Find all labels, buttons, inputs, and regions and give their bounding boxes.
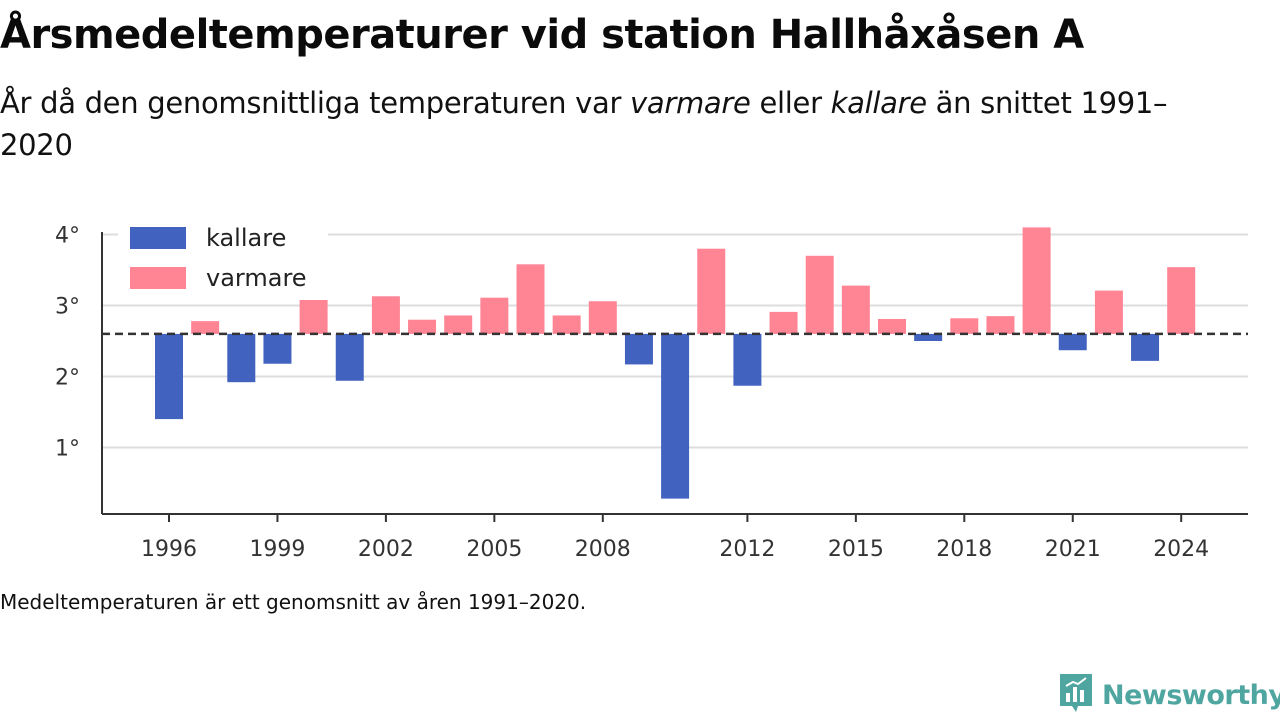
chart-axes: 1° 2° 3° 4° 1996 1999 2002 2005 2008 2012 2015 2018… bbox=[55, 224, 1248, 562]
bar-2018 bbox=[950, 318, 979, 334]
newsworthy-logo-icon bbox=[1058, 672, 1094, 718]
bar-2016 bbox=[878, 318, 906, 334]
bar-2005 bbox=[480, 297, 509, 334]
bar-1997 bbox=[191, 321, 220, 334]
page-title: Årsmedeltemperaturer vid station Hallhåx… bbox=[0, 12, 1084, 58]
bar-1996 bbox=[155, 333, 183, 420]
bar-2019 bbox=[986, 316, 1015, 334]
bar-2001 bbox=[335, 333, 364, 381]
brand-name: Newsworthy bbox=[1102, 679, 1280, 711]
bar-2022 bbox=[1094, 290, 1123, 334]
legend-swatch-varmare bbox=[130, 267, 186, 289]
bar-2015 bbox=[841, 285, 870, 334]
legend-swatch-kallare bbox=[130, 227, 186, 249]
bar-2021 bbox=[1058, 333, 1087, 351]
brand-logo: Newsworthy bbox=[1058, 672, 1280, 718]
subtitle-text-3: än snittet 1991–2020 bbox=[0, 86, 1168, 162]
bar-2013 bbox=[769, 311, 798, 334]
subtitle-text-2: eller bbox=[750, 86, 831, 120]
page-subtitle: År då den genomsnittliga temperaturen va… bbox=[0, 82, 1200, 166]
subtitle-emphasis-kallare: kallare bbox=[830, 86, 927, 120]
bar-2014 bbox=[805, 255, 834, 334]
bar-2020 bbox=[1022, 227, 1051, 334]
x-tick-label: 1999 bbox=[249, 537, 305, 562]
bar-1999 bbox=[263, 333, 292, 364]
bar-2010 bbox=[661, 333, 690, 499]
bar-2008 bbox=[588, 301, 617, 334]
x-tick-label: 2021 bbox=[1045, 537, 1101, 562]
x-tick-label: 2024 bbox=[1153, 537, 1209, 562]
bar-2003 bbox=[408, 319, 437, 334]
temperature-bar-chart: 1° 2° 3° 4° 1996 1999 2002 2005 2008 2012 2015 2018… bbox=[55, 218, 1248, 562]
x-tick-label: 2002 bbox=[358, 537, 414, 562]
chart-legend: kallare varmare bbox=[118, 218, 328, 300]
bar-2002 bbox=[371, 296, 400, 334]
bar-2024 bbox=[1167, 267, 1196, 334]
legend-label-varmare: varmare bbox=[206, 264, 307, 292]
footnote: Medeltemperaturen är ett genomsnitt av å… bbox=[0, 590, 587, 614]
x-tick-label: 2015 bbox=[828, 537, 884, 562]
y-tick-label: 4° bbox=[55, 224, 80, 249]
bar-2012 bbox=[733, 333, 762, 386]
x-tick-label: 2018 bbox=[936, 537, 992, 562]
x-tick-label: 2008 bbox=[575, 537, 631, 562]
subtitle-text-1: År då den genomsnittliga temperaturen va… bbox=[0, 86, 631, 120]
bar-2017 bbox=[914, 333, 943, 341]
x-tick-label: 1996 bbox=[141, 537, 197, 562]
y-tick-label: 1° bbox=[55, 437, 80, 462]
y-tick-label: 2° bbox=[55, 366, 80, 391]
bar-2011 bbox=[697, 248, 726, 334]
x-tick-label: 2012 bbox=[719, 537, 775, 562]
bar-1998 bbox=[227, 333, 256, 383]
subtitle-emphasis-varmare: varmare bbox=[630, 86, 751, 120]
x-tick-label: 2005 bbox=[466, 537, 522, 562]
bar-2007 bbox=[552, 315, 581, 334]
legend-label-kallare: kallare bbox=[206, 224, 286, 252]
y-tick-label: 3° bbox=[55, 295, 80, 320]
bar-2004 bbox=[444, 315, 473, 334]
bar-2009 bbox=[624, 333, 653, 365]
bar-2023 bbox=[1131, 333, 1160, 361]
bar-2006 bbox=[516, 264, 545, 334]
